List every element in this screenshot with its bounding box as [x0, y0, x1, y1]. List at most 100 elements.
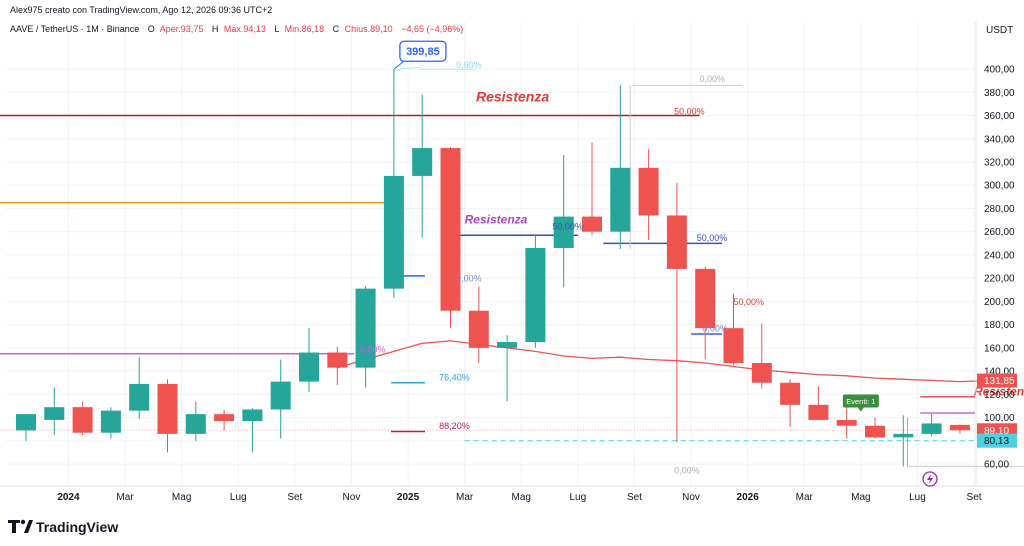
- candle-body: [270, 381, 291, 410]
- candle[interactable]: [214, 409, 235, 431]
- candle[interactable]: [808, 386, 829, 420]
- candle[interactable]: [582, 142, 602, 236]
- price-tick-label: 360,00: [984, 111, 1015, 122]
- candle[interactable]: [270, 359, 291, 439]
- support-price-tag: 80,13: [977, 433, 1017, 448]
- candle[interactable]: [949, 424, 970, 434]
- candle[interactable]: [525, 234, 546, 348]
- resistenza-label-bottom: Resistenza: [974, 385, 1024, 399]
- moving-average-line[interactable]: [337, 340, 989, 383]
- candle[interactable]: [327, 346, 348, 386]
- time-tick-label: Mar: [796, 492, 814, 503]
- candle[interactable]: [497, 335, 518, 402]
- candle[interactable]: [638, 149, 659, 240]
- fib-0-second-label: 0,00%: [700, 74, 726, 84]
- fib-50-partial-label: 50,00%: [552, 221, 583, 231]
- time-tick-label: Nov: [343, 492, 361, 503]
- price-tick-label: 160,00: [984, 343, 1015, 354]
- drawing-annotations: Resistenza Resistenza Resistenza 50,00% 0,00…: [360, 40, 1024, 475]
- candle[interactable]: [185, 401, 206, 441]
- price-axis[interactable]: USDT 60,0080,00100,00120,00140,00160,001…: [975, 22, 1015, 486]
- support-price-tag-bg: [977, 433, 1017, 448]
- ohlc-legend: AAVE / TetherUS · 1M · Binance O Aper.93…: [10, 24, 463, 34]
- time-tick-label: Lug: [570, 492, 587, 503]
- candle[interactable]: [383, 69, 404, 298]
- time-tick-label: 2025: [397, 492, 420, 503]
- price-tick-label: 380,00: [984, 88, 1015, 99]
- candle-body: [214, 414, 235, 422]
- candle[interactable]: [865, 417, 885, 439]
- candle-body: [299, 352, 319, 382]
- candle[interactable]: [695, 266, 716, 360]
- candle-body: [695, 268, 716, 329]
- fib-50-red-label: 50,00%: [674, 106, 705, 116]
- change-value: −4,65 (−4,96%): [401, 24, 463, 34]
- candle[interactable]: [921, 414, 942, 437]
- candle-body: [355, 288, 376, 368]
- chart-grid: [6, 22, 975, 485]
- current-price-tag-text: 89,10: [984, 426, 1009, 437]
- candle-body: [836, 419, 857, 426]
- candle[interactable]: [355, 286, 376, 388]
- candle[interactable]: [242, 408, 263, 453]
- resistenza-label-mid: Resistenza: [465, 213, 528, 227]
- candle[interactable]: [440, 146, 461, 329]
- fib-50-red-small-label: 50,00%: [734, 297, 765, 307]
- candle[interactable]: [553, 155, 574, 288]
- time-tick-label: Mar: [456, 492, 474, 503]
- time-tick-label: Set: [287, 492, 302, 503]
- logo-dot-icon: [20, 519, 26, 525]
- events-badge-label: Eventi: 1: [846, 397, 875, 406]
- candle[interactable]: [44, 387, 65, 436]
- candle[interactable]: [468, 286, 489, 364]
- candle[interactable]: [100, 407, 121, 439]
- candlesticks[interactable]: [16, 69, 970, 467]
- candle[interactable]: [16, 414, 36, 441]
- lightning-marker[interactable]: [922, 471, 938, 487]
- ma-price-tag-text: 131,85: [984, 376, 1015, 387]
- candle[interactable]: [129, 357, 150, 419]
- low-value: Min.86,18: [285, 24, 325, 34]
- time-tick-label: Set: [627, 492, 642, 503]
- time-tick-label: Set: [967, 492, 982, 503]
- price-tick-label: 400,00: [984, 65, 1015, 76]
- logo-slash-icon: [24, 520, 33, 533]
- time-axis[interactable]: 2024 Mar Mag Lug Set Nov 2025 Mar Mag Lug Set Nov 20…: [0, 485, 1024, 503]
- candle[interactable]: [72, 401, 93, 436]
- candle[interactable]: [157, 379, 178, 453]
- candle[interactable]: [893, 415, 914, 467]
- candle-body: [949, 424, 970, 431]
- ma-price-tag: 131,85: [977, 373, 1017, 388]
- fib-0-purple-label: 0,00%: [360, 345, 386, 355]
- candle-body: [242, 409, 263, 422]
- fib-50-blue-label: 50,00%: [697, 233, 728, 243]
- candle[interactable]: [666, 182, 687, 443]
- candle[interactable]: [836, 403, 857, 439]
- candle-body: [185, 414, 206, 434]
- price-tick-label: 320,00: [984, 157, 1015, 168]
- fib-882-label: 88,20%: [439, 421, 470, 431]
- candle[interactable]: [610, 85, 631, 250]
- candle[interactable]: [412, 94, 433, 238]
- fib-0-blue-label: 0,00%: [456, 274, 482, 284]
- currency-label: USDT: [986, 25, 1013, 36]
- time-tick-label: 2026: [737, 492, 760, 503]
- fib-connector-line: [395, 66, 421, 70]
- tradingview-logo: TradingView: [8, 519, 118, 535]
- moving-average[interactable]: [337, 340, 989, 383]
- price-tick-label: 220,00: [984, 274, 1015, 285]
- events-badge[interactable]: [842, 394, 879, 408]
- price-tick-label: 120,00: [984, 390, 1015, 401]
- lightning-icon: [927, 474, 933, 484]
- candle[interactable]: [723, 293, 744, 366]
- candle[interactable]: [751, 323, 772, 389]
- candle[interactable]: [299, 328, 319, 393]
- candle[interactable]: [780, 379, 801, 427]
- candle-body: [582, 216, 602, 232]
- price-tick-label: 340,00: [984, 134, 1015, 145]
- price-tick-label: 100,00: [984, 413, 1015, 424]
- candle-body: [157, 383, 178, 434]
- symbol-line: AAVE / TetherUS · 1M · Binance: [10, 24, 139, 34]
- open-value: Aper.93,75: [160, 24, 204, 34]
